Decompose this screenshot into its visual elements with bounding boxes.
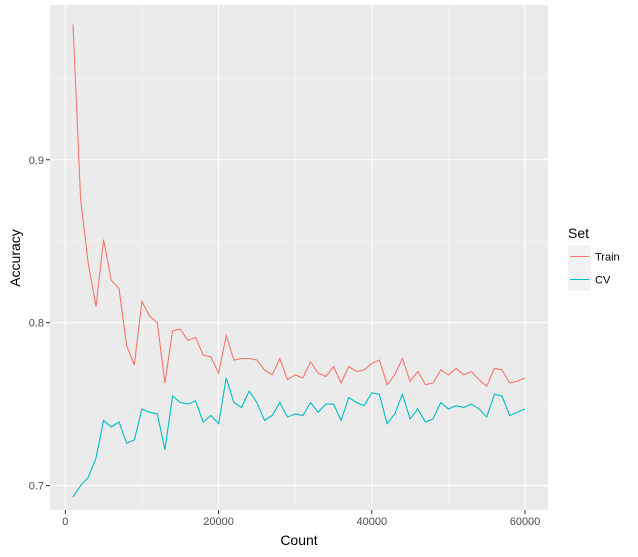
legend: Set Train CV bbox=[568, 225, 620, 291]
minor-gridlines bbox=[50, 5, 548, 510]
x-tick-label: 20000 bbox=[203, 516, 234, 528]
y-axis-title: Accuracy bbox=[7, 229, 23, 287]
legend-label-cv: CV bbox=[595, 275, 611, 287]
series-lines bbox=[72, 24, 526, 498]
plot-panel bbox=[50, 5, 548, 510]
x-axis-title: Count bbox=[280, 532, 317, 548]
y-tick-label: 0.8 bbox=[29, 318, 44, 330]
tick-labels: 0 20000 40000 60000 0.7 0.8 0.9 bbox=[29, 155, 541, 528]
x-tick-label: 60000 bbox=[510, 516, 541, 528]
y-tick-label: 0.9 bbox=[29, 155, 44, 167]
series-line-train bbox=[72, 24, 526, 388]
y-tick-label: 0.7 bbox=[29, 481, 44, 493]
axis-ticks bbox=[46, 159, 526, 514]
x-tick-label: 40000 bbox=[356, 516, 387, 528]
major-gridlines bbox=[50, 5, 548, 510]
series-line-cv bbox=[72, 377, 526, 498]
legend-title: Set bbox=[568, 225, 589, 241]
x-tick-label: 0 bbox=[62, 516, 68, 528]
legend-label-train: Train bbox=[595, 252, 620, 264]
